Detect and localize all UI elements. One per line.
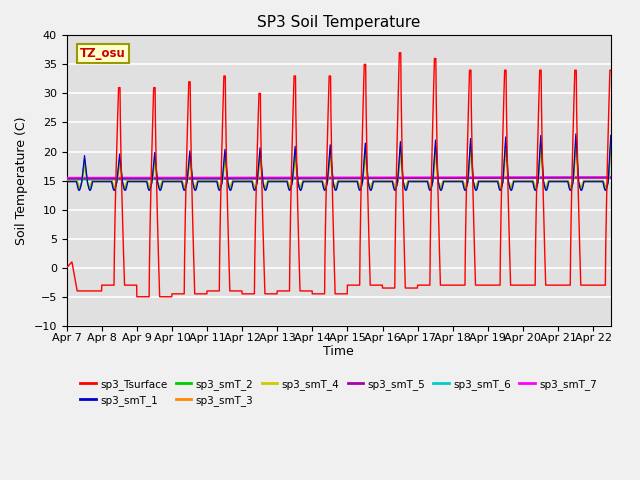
Legend: sp3_Tsurface, sp3_smT_1, sp3_smT_2, sp3_smT_3, sp3_smT_4, sp3_smT_5, sp3_smT_6, : sp3_Tsurface, sp3_smT_1, sp3_smT_2, sp3_… — [76, 374, 601, 410]
Title: SP3 Soil Temperature: SP3 Soil Temperature — [257, 15, 420, 30]
X-axis label: Time: Time — [323, 345, 354, 358]
Y-axis label: Soil Temperature (C): Soil Temperature (C) — [15, 116, 28, 245]
Text: TZ_osu: TZ_osu — [80, 47, 126, 60]
